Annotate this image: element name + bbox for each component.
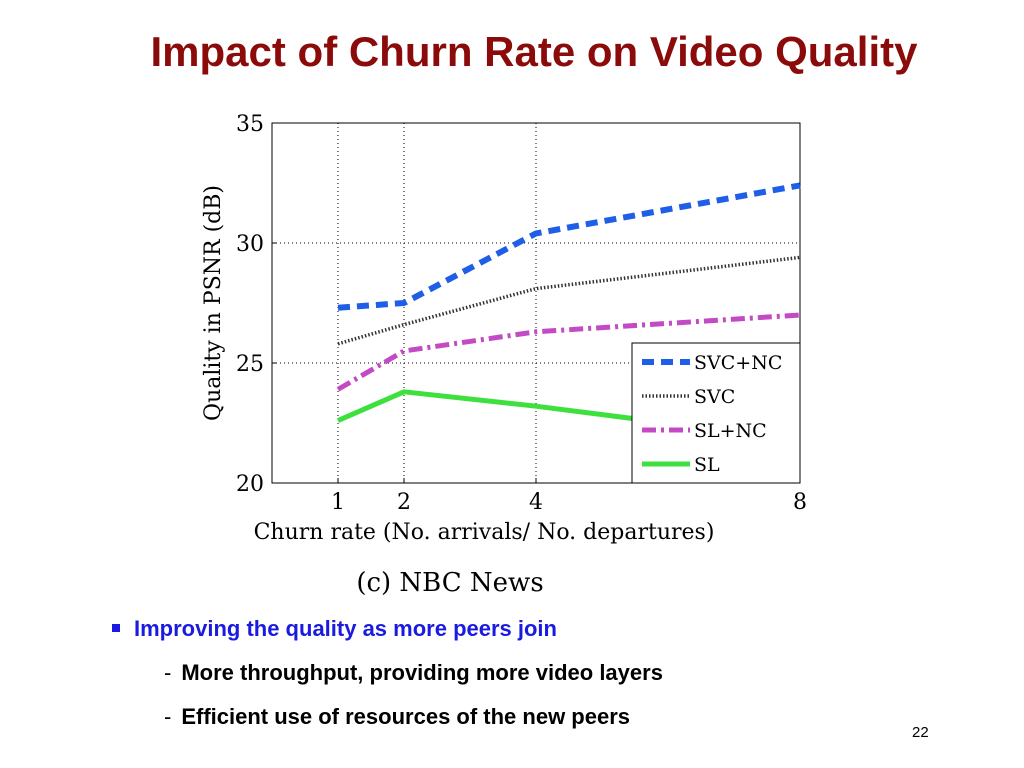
x-axis-label: Churn rate (No. arrivals/ No. departures… bbox=[254, 520, 715, 545]
bullet-main-text: Improving the quality as more peers join bbox=[134, 616, 557, 641]
y-tick-label: 35 bbox=[236, 112, 264, 137]
slide-title: Impact of Churn Rate on Video Quality bbox=[150, 28, 918, 75]
chart-caption: (c) NBC News bbox=[356, 568, 543, 598]
dash-icon: - bbox=[164, 704, 172, 729]
y-tick-label: 25 bbox=[236, 352, 264, 377]
psnr-line-chart: 1 2 4 8 20 25 30 35 SVC+NC SVC SL+NC SL Churn rate (… bbox=[201, 112, 807, 598]
sub-bullet: - More throughput, providing more video l… bbox=[164, 660, 663, 686]
x-tick-label: 4 bbox=[529, 490, 543, 515]
sub-bullet-text: Efficient use of resources of the new pe… bbox=[181, 704, 631, 729]
sub-bullet-text: More throughput, providing more video la… bbox=[181, 660, 663, 685]
x-tick-label: 1 bbox=[331, 490, 345, 515]
square-bullet-icon bbox=[112, 624, 120, 632]
y-axis-label: Quality in PSNR (dB) bbox=[201, 185, 226, 421]
y-tick-label: 30 bbox=[236, 232, 264, 257]
legend-label: SVC+NC bbox=[694, 352, 782, 374]
dash-icon: - bbox=[164, 660, 172, 685]
y-tick-label: 20 bbox=[236, 472, 264, 497]
sub-bullet: - Efficient use of resources of the new p… bbox=[164, 704, 630, 730]
series-line-svc bbox=[337, 255, 801, 346]
legend-label: SL bbox=[694, 454, 720, 476]
legend-box bbox=[631, 342, 801, 484]
x-tick-label: 2 bbox=[397, 490, 411, 515]
legend-label: SL+NC bbox=[694, 420, 767, 442]
legend-label: SVC bbox=[694, 386, 735, 408]
page-number: 22 bbox=[912, 724, 929, 741]
series-line-svc-nc bbox=[337, 182, 801, 311]
series-line-sl-nc bbox=[336, 312, 801, 392]
bullet-main: Improving the quality as more peers join bbox=[112, 616, 557, 642]
x-tick-label: 8 bbox=[793, 490, 807, 515]
